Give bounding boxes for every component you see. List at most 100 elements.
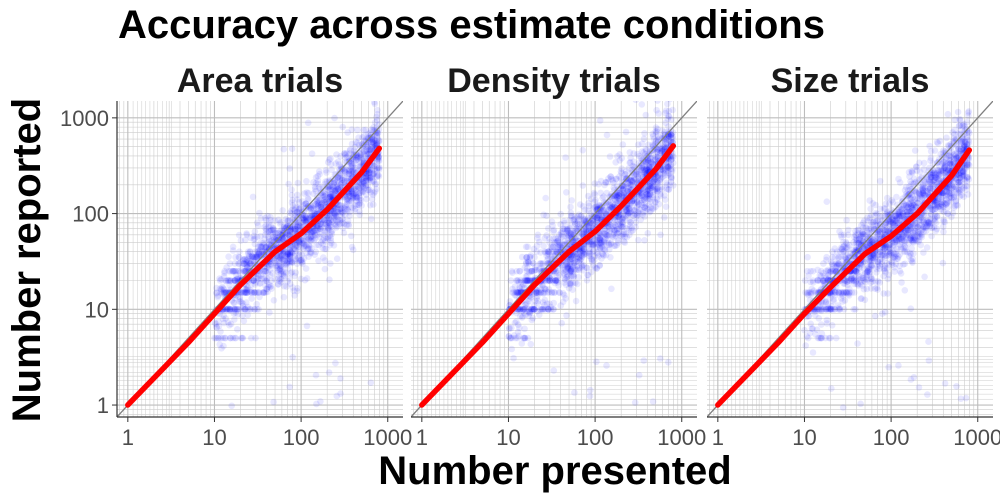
- data-point: [264, 283, 272, 291]
- data-point: [918, 227, 925, 234]
- data-point: [645, 186, 653, 193]
- data-point: [287, 226, 295, 234]
- data-point: [628, 224, 635, 232]
- data-point: [964, 109, 972, 116]
- data-point: [639, 164, 646, 171]
- data-point: [325, 217, 333, 225]
- data-point: [565, 284, 573, 292]
- data-point: [519, 306, 527, 313]
- data-point: [331, 220, 339, 228]
- data-point: [847, 275, 855, 283]
- data-point: [213, 284, 220, 292]
- data-point: [360, 174, 367, 182]
- data-point: [890, 250, 898, 257]
- data-point: [536, 265, 544, 273]
- data-point: [610, 226, 617, 234]
- data-point: [217, 289, 225, 296]
- data-point: [869, 236, 876, 244]
- data-point: [667, 131, 675, 139]
- data-point: [803, 333, 811, 340]
- data-point: [334, 174, 342, 181]
- data-point: [286, 251, 294, 259]
- data-point: [357, 153, 365, 160]
- data-point: [955, 174, 963, 182]
- data-point: [936, 206, 944, 213]
- data-point: [344, 206, 351, 214]
- data-point: [283, 259, 290, 267]
- data-point: [960, 142, 968, 150]
- data-point: [961, 123, 968, 130]
- data-point: [546, 277, 554, 284]
- data-point: [225, 267, 233, 275]
- data-point: [369, 139, 377, 147]
- data-point: [642, 194, 650, 202]
- data-point: [914, 232, 921, 239]
- data-point: [272, 257, 280, 265]
- data-point: [538, 306, 546, 313]
- data-point: [349, 191, 357, 198]
- data-point: [662, 196, 669, 203]
- data-point: [652, 199, 659, 206]
- data-point: [312, 187, 320, 195]
- data-point: [592, 196, 599, 204]
- data-point: [626, 216, 633, 223]
- data-point: [919, 184, 927, 191]
- data-point: [356, 199, 364, 207]
- data-point: [889, 242, 896, 250]
- data-point: [355, 141, 363, 149]
- data-point: [644, 156, 652, 164]
- data-point: [272, 236, 280, 244]
- data-point: [272, 233, 280, 241]
- data-point: [876, 220, 884, 228]
- data-point: [566, 269, 574, 277]
- data-point: [286, 383, 293, 391]
- data-point: [305, 235, 313, 242]
- data-point: [552, 277, 559, 284]
- data-point: [324, 186, 332, 194]
- data-point: [644, 191, 651, 198]
- data-point: [862, 276, 870, 283]
- data-point: [274, 281, 282, 288]
- data-point: [284, 250, 292, 258]
- data-point: [310, 237, 318, 244]
- data-point: [574, 220, 581, 227]
- data-point: [940, 166, 948, 173]
- data-point: [852, 246, 860, 254]
- data-point: [222, 306, 229, 313]
- data-point: [631, 200, 638, 207]
- data-point: [261, 277, 269, 284]
- data-point: [365, 175, 372, 182]
- data-point: [911, 220, 919, 228]
- data-point: [915, 236, 923, 244]
- data-point: [619, 221, 626, 228]
- data-point: [543, 232, 550, 239]
- data-point: [544, 248, 551, 255]
- data-point: [607, 221, 614, 229]
- data-point: [613, 229, 621, 237]
- data-point: [366, 130, 373, 137]
- data-point: [642, 202, 649, 210]
- data-point: [937, 167, 945, 175]
- data-point: [634, 173, 642, 180]
- data-point: [607, 253, 614, 261]
- data-point: [514, 321, 522, 329]
- data-point: [932, 197, 940, 204]
- data-point: [347, 197, 355, 205]
- data-point: [658, 144, 665, 152]
- data-point: [962, 139, 969, 146]
- data-point: [267, 226, 275, 234]
- data-point: [330, 179, 338, 186]
- data-point: [300, 216, 308, 224]
- data-point: [667, 138, 674, 145]
- data-point: [596, 244, 604, 251]
- data-point: [284, 251, 291, 258]
- data-point: [574, 250, 581, 258]
- data-point: [621, 207, 629, 214]
- data-point: [611, 201, 618, 209]
- data-point: [652, 185, 659, 192]
- data-point: [358, 202, 365, 209]
- data-point: [896, 235, 903, 242]
- data-point: [271, 275, 279, 283]
- data-point: [868, 257, 876, 265]
- data-point: [334, 185, 342, 193]
